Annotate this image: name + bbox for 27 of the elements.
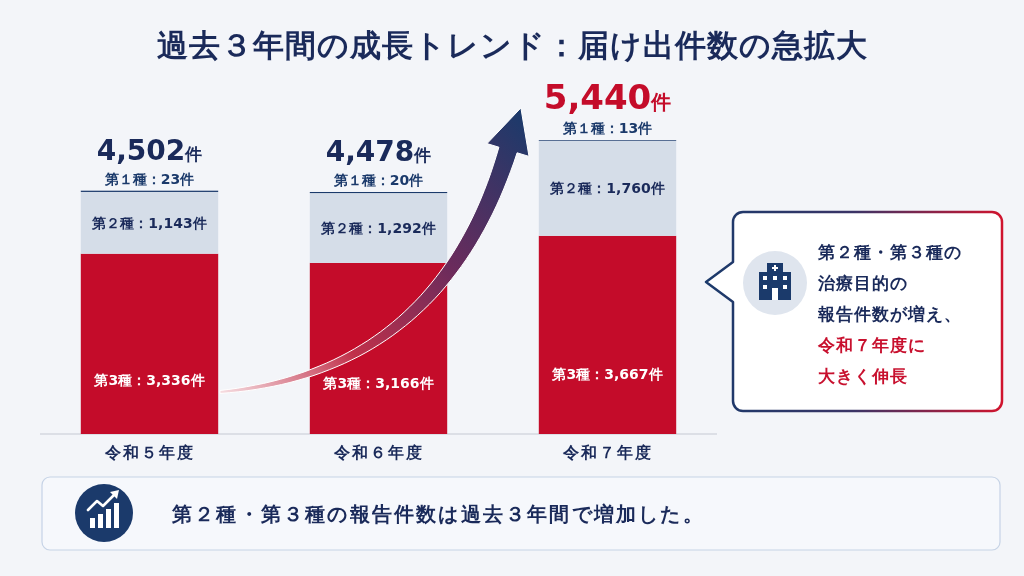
total-label: 4,502件 bbox=[96, 133, 203, 167]
x-tick-label: 令和５年度 bbox=[103, 443, 195, 462]
text: 令和７年度に bbox=[817, 334, 926, 355]
bar bbox=[538, 140, 677, 236]
data-label: 第２種：1,760件 bbox=[549, 180, 665, 197]
data-label: 第１種：13件 bbox=[561, 120, 653, 136]
data-label: 第２種：1,143件 bbox=[91, 214, 207, 231]
data-label: 第3種：3,667件 bbox=[551, 366, 663, 383]
data-label: 第１種：23件 bbox=[103, 170, 195, 187]
chart-title: 過去３年間の成長トレンド：届け出件数の急拡大 bbox=[156, 26, 868, 63]
data-label: 第２種：1,292件 bbox=[320, 219, 436, 236]
x-tick-label: 令和７年度 bbox=[561, 443, 653, 462]
data-label: 第3種：3,166件 bbox=[322, 374, 434, 391]
total-label: 5,440件 bbox=[543, 77, 672, 117]
text: 治療目的の bbox=[817, 272, 908, 293]
data-label: 第3種：3,336件 bbox=[93, 371, 205, 388]
data-label: 第１種：20件 bbox=[332, 171, 424, 188]
total-label: 4,478件 bbox=[325, 134, 432, 168]
x-tick-label: 令和６年度 bbox=[332, 443, 424, 462]
text: 報告件数が増え、 bbox=[817, 303, 962, 324]
bar bbox=[538, 235, 677, 434]
text: 大きく伸長 bbox=[818, 365, 908, 386]
bar bbox=[80, 191, 219, 254]
text: 第２種・第３種の報告件数は過去３年間で増加した。 bbox=[171, 502, 705, 526]
bar bbox=[80, 253, 219, 434]
bar bbox=[309, 193, 448, 263]
text: 第２種・第３種の bbox=[817, 241, 962, 262]
